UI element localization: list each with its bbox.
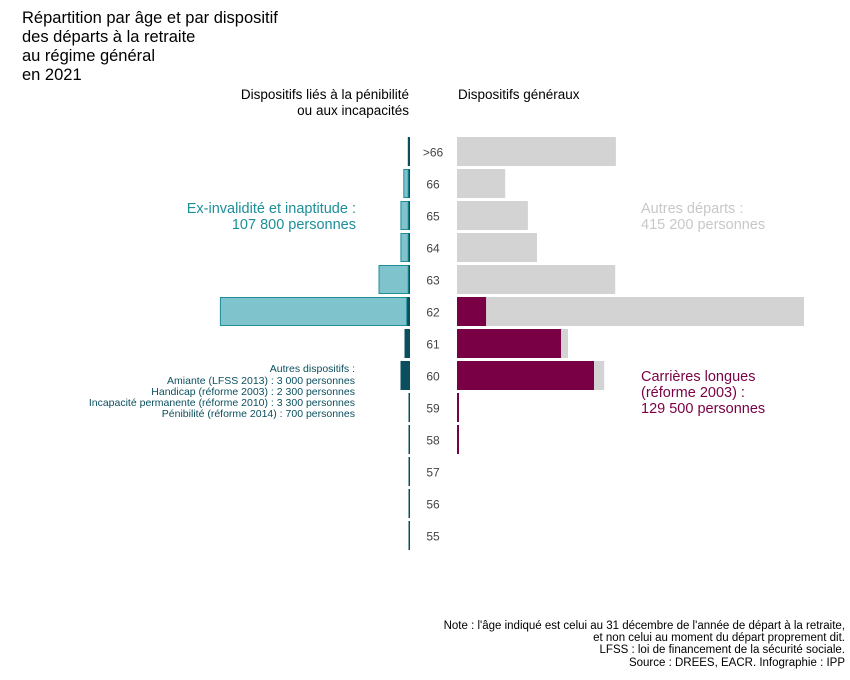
bar-carrieres-longues: [457, 425, 459, 454]
annotation-autres-dispositifs: Handicap (réforme 2003) : 2 300 personne…: [151, 386, 355, 398]
bar-autres-departs: [457, 265, 616, 294]
note-line: Source : DREES, EACR. Infographie : IPP: [629, 657, 845, 669]
bar-autres-dispositifs: [408, 393, 410, 422]
annotation-invalidite: 107 800 personnes: [232, 217, 356, 233]
annotation-autres-dispositifs: Pénibilité (réforme 2014) : 700 personne…: [162, 408, 355, 420]
age-tick-label: 65: [426, 210, 440, 224]
age-tick-label: 56: [426, 498, 440, 512]
note-line: LFSS : loi de financement de la sécurité…: [600, 644, 845, 656]
bars-group: [219, 137, 804, 550]
age-tick-label: 64: [426, 242, 440, 256]
age-tick-label: 60: [426, 370, 440, 384]
bar-autres-dispositifs: [408, 489, 410, 518]
bar-autres-dispositifs: [407, 137, 410, 166]
bar-carrieres-longues: [457, 329, 562, 358]
chart-title-line: en 2021: [22, 66, 82, 84]
bar-carrieres-longues: [457, 297, 487, 326]
left-panel-header: Dispositifs liés à la pénibilité: [241, 87, 409, 102]
bar-autres-departs: [486, 297, 804, 326]
annotation-invalidite: Ex-invalidité et inaptitude :: [187, 201, 356, 217]
annotation-carrieres-longues: 129 500 personnes: [641, 401, 765, 417]
age-tick-label: 58: [426, 434, 440, 448]
bar-autres-departs: [561, 329, 568, 358]
bar-autres-dispositifs: [408, 425, 410, 454]
annotation-carrieres-longues: Carrières longues: [641, 369, 755, 385]
bar-autres-dispositifs: [408, 169, 410, 198]
annotation-autres-departs: 415 200 personnes: [641, 217, 765, 233]
bar-invalidite: [400, 233, 409, 262]
age-tick-label: 66: [426, 178, 440, 192]
note-line: Note : l'âge indiqué est celui au 31 déc…: [444, 620, 845, 632]
chart-title-line: au régime général: [22, 47, 155, 65]
annotation-autres-dispositifs: Amiante (LFSS 2013) : 3 000 personnes: [167, 375, 355, 387]
bar-autres-dispositifs: [408, 457, 410, 486]
bar-invalidite: [378, 265, 409, 294]
bar-autres-dispositifs: [400, 361, 410, 390]
age-tick-label: 55: [426, 530, 440, 544]
bar-invalidite: [400, 201, 409, 230]
bar-carrieres-longues: [457, 361, 594, 390]
bar-autres-dispositifs: [408, 233, 410, 262]
age-tick-label: >66: [423, 146, 444, 160]
bar-autres-dispositifs: [408, 201, 410, 230]
bar-autres-departs: [594, 361, 605, 390]
age-tick-label: 62: [426, 306, 440, 320]
chart-title-line: des départs à la retraite: [22, 28, 195, 46]
bar-autres-departs: [457, 233, 537, 262]
age-tick-labels: >66 66 65 64 63 62 61 60 59 58 57 56 55: [423, 146, 444, 544]
bar-autres-departs: [457, 201, 528, 230]
annotation-autres-dispositifs: Autres dispositifs :: [270, 363, 355, 375]
age-tick-label: 57: [426, 466, 440, 480]
right-panel-header: Dispositifs généraux: [458, 87, 580, 102]
bar-carrieres-longues: [457, 393, 459, 422]
bar-autres-departs: [457, 169, 506, 198]
bar-invalidite: [403, 169, 409, 198]
bar-autres-dispositifs: [408, 265, 410, 294]
annotation-autres-departs: Autres départs :: [641, 201, 743, 217]
age-tick-label: 61: [426, 338, 440, 352]
note-line: et non celui au moment du départ proprem…: [593, 632, 845, 644]
bar-autres-dispositifs: [408, 521, 410, 550]
bar-autres-dispositifs: [404, 329, 410, 358]
bar-autres-departs: [457, 137, 616, 166]
bar-invalidite: [219, 297, 408, 326]
left-panel-header: ou aux incapacités: [297, 103, 409, 118]
bar-autres-dispositifs: [406, 297, 410, 326]
age-tick-label: 59: [426, 402, 440, 416]
annotation-carrieres-longues: (réforme 2003) :: [641, 385, 745, 401]
chart-title-line: Répartition par âge et par dispositif: [22, 9, 278, 27]
annotation-autres-dispositifs: Incapacité permanente (réforme 2010) : 3…: [89, 397, 355, 409]
age-tick-label: 63: [426, 274, 440, 288]
